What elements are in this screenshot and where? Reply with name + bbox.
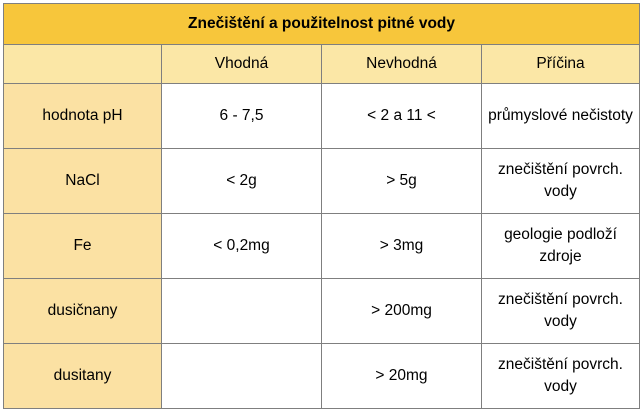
row-label: dusitany (3, 343, 162, 409)
table-row: hodnota pH 6 - 7,5 < 2 a 11 < průmyslové… (3, 83, 641, 149)
unsuitable-cell: > 3mg (321, 213, 482, 279)
suitable-cell: < 0,2mg (161, 213, 322, 279)
header-cause: Příčina (480, 44, 641, 84)
row-label: NaCl (3, 148, 162, 214)
cause-cell: průmyslové nečistoty (480, 83, 641, 149)
cause-cell: znečištění povrch. vody (480, 148, 641, 214)
table-row: dusitany > 20mg znečištění povrch. vody (3, 343, 641, 409)
suitable-cell (161, 278, 322, 344)
title-row: Znečištění a použitelnost pitné vody (2, 3, 641, 45)
unsuitable-cell: > 20mg (321, 343, 482, 409)
unsuitable-cell: < 2 a 11 < (321, 83, 482, 149)
header-empty (3, 44, 162, 84)
row-label: Fe (3, 213, 162, 279)
unsuitable-cell: > 200mg (321, 278, 482, 344)
header-unsuitable: Nevhodná (321, 44, 482, 84)
suitable-cell: 6 - 7,5 (161, 83, 322, 149)
table-title-text: Znečištění a použitelnost pitné vody (188, 15, 456, 32)
cause-cell: znečištění povrch. vody (480, 343, 641, 409)
suitable-cell: < 2g (161, 148, 322, 214)
cause-cell: geologie podloží zdroje (480, 213, 641, 279)
cause-cell: znečištění povrch. vody (480, 278, 641, 344)
unsuitable-cell: > 5g (321, 148, 482, 214)
table-row: Fe < 0,2mg > 3mg geologie podloží zdroje (3, 213, 641, 279)
water-quality-table: Znečištění a použitelnost pitné vody Vho… (2, 3, 641, 409)
header-row: Vhodná Nevhodná Příčina (3, 44, 641, 84)
table-row: dusičnany > 200mg znečištění povrch. vod… (3, 278, 641, 344)
table-title: Znečištění a použitelnost pitné vody (2, 3, 641, 45)
table-row: NaCl < 2g > 5g znečištění povrch. vody (3, 148, 641, 214)
suitable-cell (161, 343, 322, 409)
header-suitable: Vhodná (161, 44, 322, 84)
row-label: hodnota pH (3, 83, 162, 149)
row-label: dusičnany (3, 278, 162, 344)
